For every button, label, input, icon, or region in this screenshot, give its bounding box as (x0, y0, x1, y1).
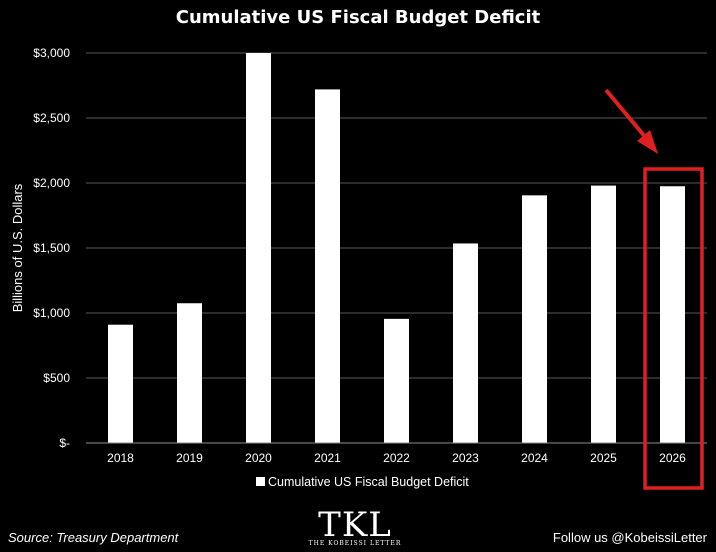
y-tick-label: $3,000 (33, 46, 70, 60)
y-tick-label: $- (59, 436, 70, 450)
x-tick-label: 2018 (107, 451, 134, 465)
logo-text: TKL (318, 505, 392, 545)
x-tick-label: 2025 (590, 451, 617, 465)
bar-2019 (177, 303, 202, 443)
bar-2020 (246, 53, 271, 443)
legend-swatch (256, 477, 265, 486)
bar-2025 (591, 185, 616, 443)
x-tick-label: 2022 (383, 451, 410, 465)
logo-subtext: THE KOBEISSI LETTER (309, 540, 402, 547)
y-tick-labels: $- $500 $1,000 $1,500 $2,000 $2,500 $3,000 (33, 46, 70, 450)
x-tick-label: 2023 (452, 451, 479, 465)
y-tick-label: $500 (43, 371, 70, 385)
bar-2022 (384, 318, 409, 443)
x-tick-labels: 2018 2019 2020 2021 2022 2023 2024 2025 2026 (107, 451, 686, 465)
tkl-logo: TKL THE KOBEISSI LETTER (309, 505, 402, 547)
x-tick-label: 2024 (521, 451, 548, 465)
x-tick-label: 2026 (659, 451, 686, 465)
source-note: Source: Treasury Department (8, 530, 180, 545)
highlight-box (643, 167, 704, 490)
x-tick-label: 2019 (176, 451, 203, 465)
y-tick-label: $1,000 (33, 306, 70, 320)
legend-label: Cumulative US Fiscal Budget Deficit (268, 475, 469, 489)
chart-title: Cumulative US Fiscal Budget Deficit (176, 7, 541, 28)
bar-2021 (315, 89, 340, 444)
y-tick-label: $2,500 (33, 111, 70, 125)
y-tick-label: $2,000 (33, 176, 70, 190)
y-tick-label: $1,500 (33, 241, 70, 255)
red-arrow-icon (604, 88, 658, 154)
x-tick-label: 2020 (245, 451, 272, 465)
follow-text: Follow us @KobeissiLetter (553, 530, 708, 545)
bar-2023 (453, 243, 478, 443)
legend: Cumulative US Fiscal Budget Deficit (256, 475, 469, 489)
y-axis-title: Billions of U.S. Dollars (10, 183, 25, 312)
bars (108, 53, 685, 444)
x-tick-label: 2021 (314, 451, 341, 465)
bar-2018 (108, 324, 133, 443)
bar-2026 (660, 186, 685, 443)
bar-2024 (522, 195, 547, 443)
